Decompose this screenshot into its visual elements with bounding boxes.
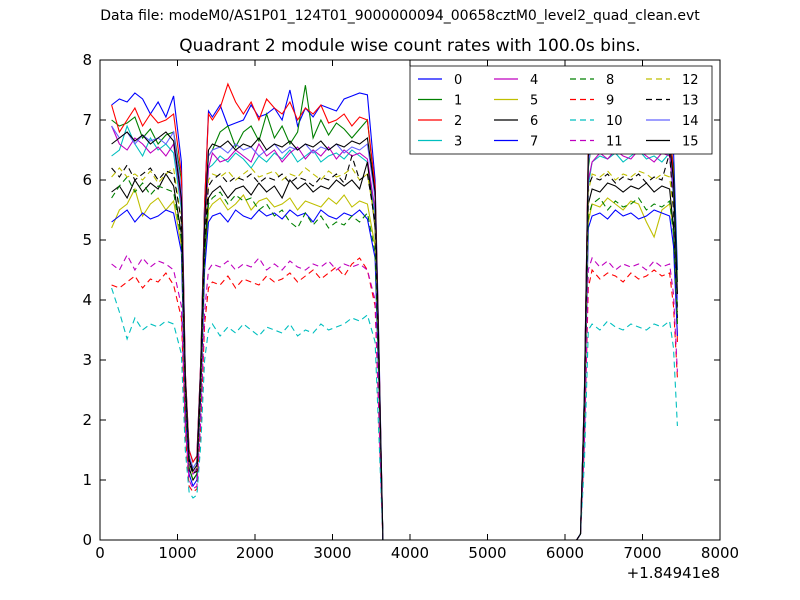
legend-label-10: 10 [606,114,623,129]
series-line-8 [111,176,678,541]
series-line-7 [111,209,678,541]
legend-label-12: 12 [682,73,699,88]
legend-label-13: 13 [682,94,699,109]
y-tick-label: 1 [82,471,92,489]
x-axis-ticks: 0 1000 2000 3000 4000 5000 6000 7000 8000 [95,60,739,562]
x-tick-label: 8000 [701,544,739,562]
chart-title: Quadrant 2 module wise count rates with … [179,36,641,56]
x-tick-label: 4000 [391,544,429,562]
y-tick-label: 0 [82,531,92,549]
legend-label-2: 2 [454,114,462,129]
legend-label-7: 7 [530,135,538,150]
series-line-6 [111,161,678,541]
y-tick-label: 7 [82,111,92,129]
legend-label-9: 9 [606,94,614,109]
x-tick-label: 1000 [158,544,196,562]
legend-label-11: 11 [606,135,623,150]
x-offset-label: +1.84941e8 [627,564,720,582]
series-line-11 [111,253,678,541]
figure-suptitle: Data file: modeM0/AS1P01_124T01_90000000… [100,8,700,24]
y-tick-label: 8 [82,51,92,69]
legend-label-6: 6 [530,114,538,129]
series-line-9 [111,257,678,541]
series-line-13 [111,152,678,541]
y-tick-label: 2 [82,411,92,429]
legend-label-4: 4 [530,73,538,88]
x-tick-label: 0 [95,544,105,562]
x-tick-label: 5000 [468,544,506,562]
y-tick-label: 5 [82,231,92,249]
legend-label-15: 15 [682,135,699,150]
legend-label-0: 0 [454,73,462,88]
y-tick-label: 3 [82,351,92,369]
legend-label-14: 14 [682,114,699,129]
legend-box [409,65,713,155]
legend-label-1: 1 [454,94,462,109]
legend-label-5: 5 [530,94,538,109]
x-tick-label: 2000 [236,544,274,562]
y-tick-label: 4 [82,291,92,309]
series-line-10 [111,287,678,541]
x-tick-label: 7000 [623,544,661,562]
x-tick-label: 6000 [546,544,584,562]
legend-label-3: 3 [454,135,462,150]
x-tick-label: 3000 [313,544,351,562]
legend-label-8: 8 [606,73,614,88]
y-tick-label: 6 [82,171,92,189]
